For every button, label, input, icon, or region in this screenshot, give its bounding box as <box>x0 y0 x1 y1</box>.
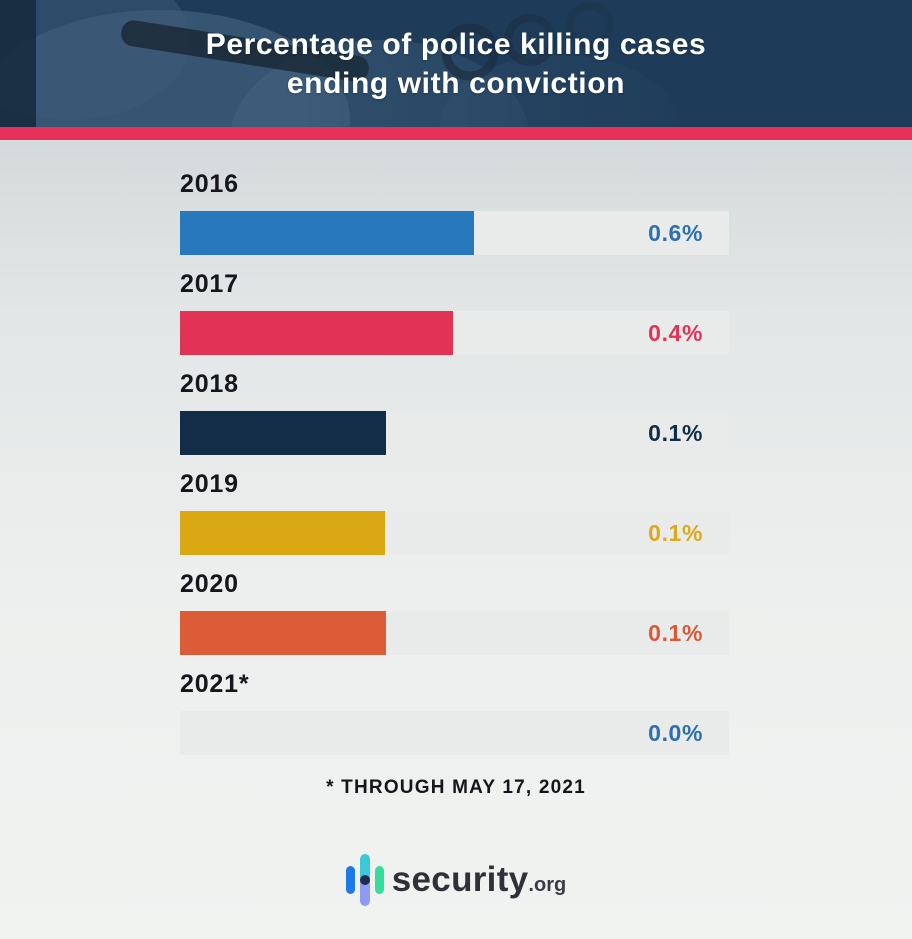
value-label: 0.4% <box>648 320 703 346</box>
chart-area: 2016 0.6% 2017 0.4% 2018 0.1% 2019 0.1% 2020 0.1%… <box>0 140 912 939</box>
chart-row: 2020 0.1% <box>180 570 729 655</box>
bar-track: 0.1% <box>180 411 729 455</box>
bar-track: 0.1% <box>180 511 729 555</box>
bar-fill <box>180 511 386 555</box>
value-label: 0.0% <box>648 720 703 746</box>
year-label: 2019 <box>180 470 239 498</box>
year-label: 2018 <box>180 370 239 398</box>
year-label: 2020 <box>180 570 239 598</box>
page-title: Percentage of police killing cases endin… <box>0 0 912 103</box>
page-title-line2: ending with conviction <box>286 67 626 100</box>
bar-fill <box>180 611 386 655</box>
value-label: 0.1% <box>648 420 703 446</box>
page-title-line1: Percentage of police killing cases <box>205 28 707 61</box>
bar-track: 0.4% <box>180 311 729 355</box>
logo-dot <box>359 875 370 885</box>
security-org-logo-icon <box>345 854 384 906</box>
chart-row: 2017 0.4% <box>180 270 729 355</box>
logo-pill-green <box>374 866 384 894</box>
brand-text: security .org <box>392 860 566 900</box>
value-label: 0.6% <box>648 220 703 246</box>
handcuffs-photo-decoration <box>0 0 912 127</box>
chart-row: 2016 0.6% <box>180 170 729 255</box>
bar-fill <box>180 311 454 355</box>
bar-fill <box>180 411 386 455</box>
bar-track: 0.0% <box>180 711 729 755</box>
brand-logo: security .org <box>0 854 912 906</box>
chart-row: 2019 0.1% <box>180 470 729 555</box>
brand-suffix: .org <box>528 874 567 896</box>
footnote: * THROUGH MAY 17, 2021 <box>326 777 586 798</box>
value-label: 0.1% <box>648 620 703 646</box>
value-label: 0.1% <box>648 520 703 546</box>
logo-pill-blue <box>345 866 355 894</box>
year-label: 2021* <box>180 670 250 698</box>
chart-row: 2018 0.1% <box>180 370 729 455</box>
brand-name: security <box>391 860 529 899</box>
bar-track: 0.6% <box>180 211 729 255</box>
accent-stripe <box>0 127 912 140</box>
bar-chart: 2016 0.6% 2017 0.4% 2018 0.1% 2019 0.1% 2020 0.1%… <box>180 170 729 755</box>
chart-row: 2021* 0.0% <box>180 670 729 755</box>
year-label: 2016 <box>180 170 239 198</box>
bar-track: 0.1% <box>180 611 729 655</box>
header: Percentage of police killing cases endin… <box>0 0 912 127</box>
bar-fill <box>180 211 474 255</box>
year-label: 2017 <box>180 270 239 298</box>
